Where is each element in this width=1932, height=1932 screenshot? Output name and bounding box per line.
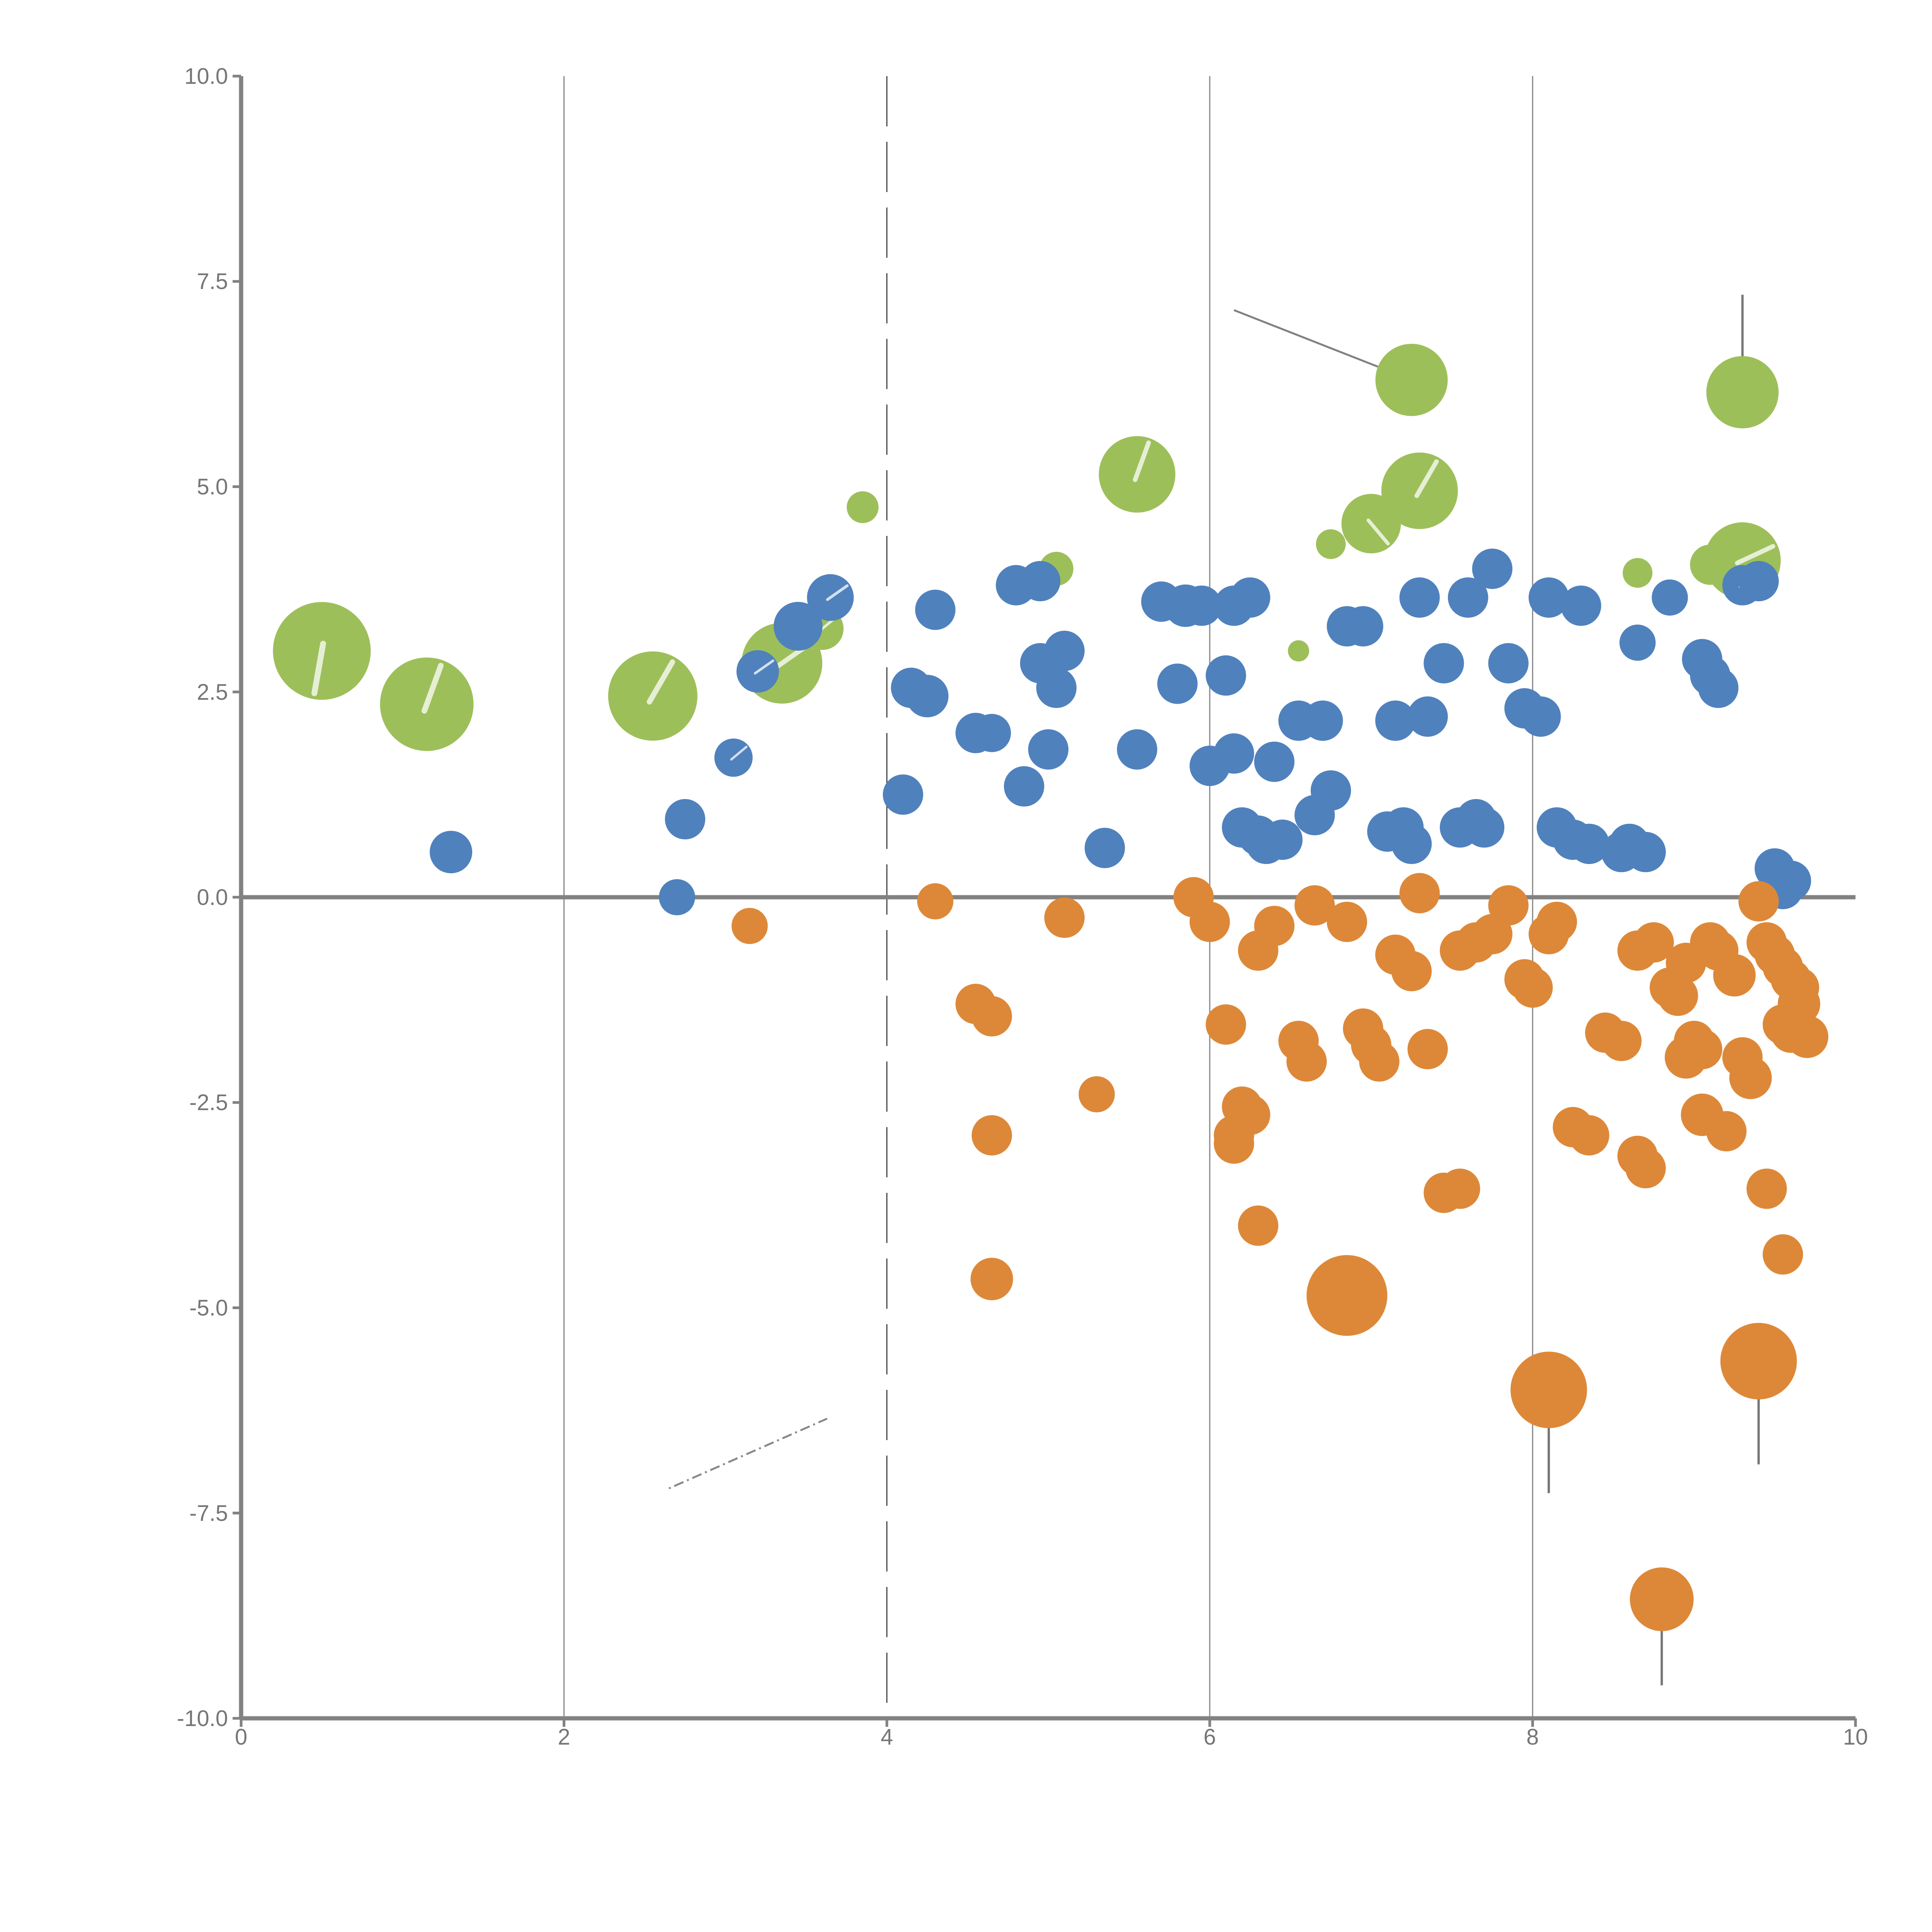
svg-text:-2.5: -2.5 bbox=[189, 1090, 228, 1115]
svg-text:8: 8 bbox=[1526, 1725, 1539, 1750]
svg-text:-7.5: -7.5 bbox=[189, 1501, 228, 1526]
svg-text:10.0: 10.0 bbox=[184, 64, 228, 89]
svg-text:7.5: 7.5 bbox=[197, 269, 228, 294]
svg-text:6: 6 bbox=[1204, 1725, 1216, 1750]
svg-text:10: 10 bbox=[1843, 1725, 1868, 1750]
svg-text:0.0: 0.0 bbox=[197, 885, 228, 910]
svg-text:0: 0 bbox=[235, 1725, 247, 1750]
svg-text:-10.0: -10.0 bbox=[177, 1706, 228, 1731]
svg-text:2: 2 bbox=[558, 1725, 570, 1750]
svg-text:-5.0: -5.0 bbox=[189, 1296, 228, 1321]
svg-text:4: 4 bbox=[881, 1725, 893, 1750]
svg-text:5.0: 5.0 bbox=[197, 474, 228, 500]
svg-text:2.5: 2.5 bbox=[197, 680, 228, 705]
